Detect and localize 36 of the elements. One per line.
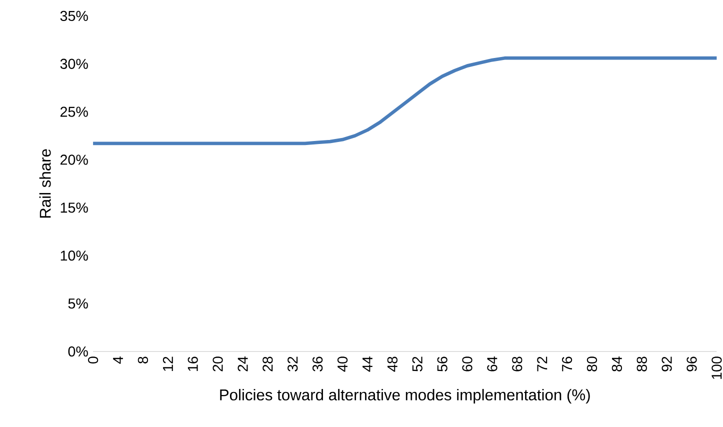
x-tick-label: 36	[312, 356, 323, 372]
x-tick-label: 80	[586, 356, 598, 372]
x-tick-label: 84	[612, 356, 622, 372]
x-tick-label: 12	[162, 356, 173, 371]
x-tick-label: 92	[662, 356, 672, 372]
x-tick-label: 56	[437, 356, 448, 372]
x-tick-label: 16	[188, 356, 198, 371]
y-tick-label: 5%	[68, 298, 88, 308]
x-axis-title: Policies toward alternative modes implementation (%)	[220, 388, 590, 404]
x-tick-label: 72	[537, 356, 548, 372]
x-tick-label: 28	[262, 356, 273, 372]
x-tick-label: 44	[362, 356, 372, 372]
y-tick-label: 20%	[60, 154, 88, 165]
x-tick-label: 20	[212, 356, 223, 372]
x-tick-label: 76	[562, 356, 572, 372]
x-tick-label: 32	[288, 356, 298, 372]
y-tick-label: 10%	[60, 250, 88, 260]
y-axis-title: Rail share	[39, 149, 51, 218]
x-tick-label: 40	[337, 356, 348, 372]
x-tick-label: 24	[238, 356, 248, 372]
x-tick-label: 100	[712, 356, 722, 379]
y-tick-label: 0%	[68, 346, 88, 356]
x-tick-label: 48	[387, 356, 398, 372]
x-tick-label: 4	[113, 356, 123, 364]
x-tick-label: 88	[636, 356, 647, 372]
x-tick-label: 68	[512, 356, 522, 372]
y-tick-label: 30%	[60, 58, 88, 69]
x-tick-label: 96	[686, 356, 697, 372]
y-tick-label: 35%	[60, 10, 88, 21]
y-tick-label: 25%	[60, 106, 88, 117]
x-tick-label: 52	[412, 356, 422, 372]
x-tick-label: 0	[88, 356, 98, 364]
x-tick-label: 8	[138, 356, 148, 364]
x-tick-label: 64	[487, 356, 498, 372]
x-tick-label: 60	[462, 356, 472, 372]
y-tick-label: 15%	[60, 202, 88, 212]
